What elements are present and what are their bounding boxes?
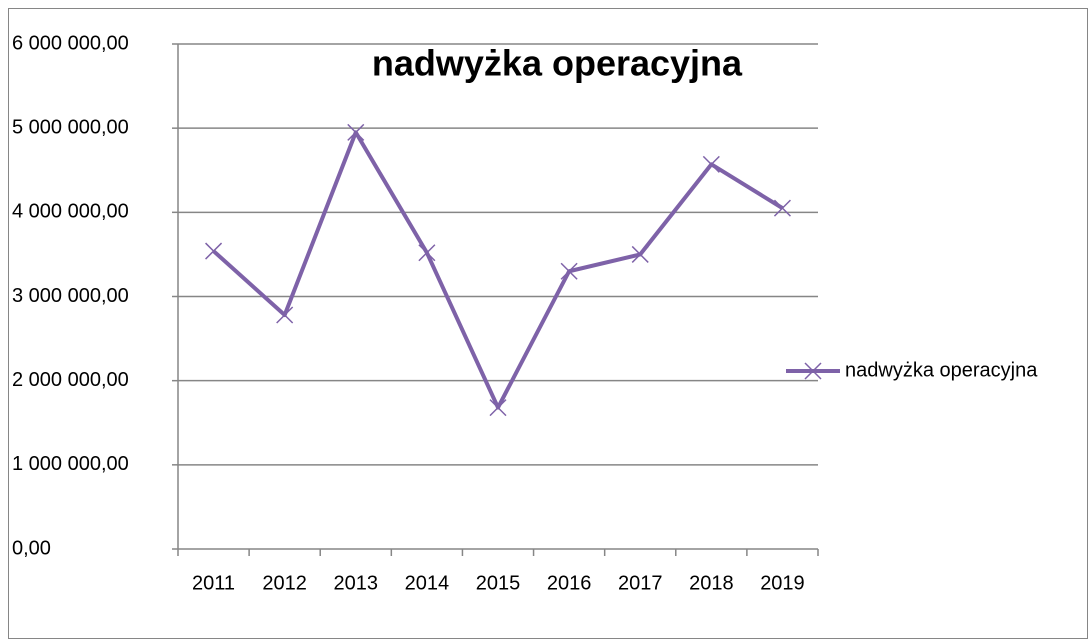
x-tick-label: 2018 [689,572,734,594]
y-tick-label: 5 000 000,00 [12,116,129,138]
x-tick-label: 2012 [262,572,307,594]
point-marker [702,155,720,173]
x-tick-label: 2014 [405,572,450,594]
y-tick-label: 4 000 000,00 [12,201,129,223]
y-tick-label: 2 000 000,00 [12,369,129,391]
point-marker [631,245,649,263]
x-tick-label: 2019 [760,572,805,594]
point-marker [560,262,578,280]
x-tick-label: 2015 [476,572,521,594]
y-tick-label: 0,00 [12,537,51,559]
x-tick-label: 2013 [334,572,379,594]
point-marker [276,306,294,324]
point-marker [205,242,223,260]
x-tick-label: 2016 [547,572,592,594]
y-tick-label: 6 000 000,00 [12,32,129,54]
point-marker [773,199,791,217]
y-tick-label: 3 000 000,00 [12,285,129,307]
x-tick-label: 2011 [192,572,235,594]
point-marker [489,399,507,417]
chart-title: nadwyżka operacyjna [372,43,743,84]
legend-marker [804,362,822,380]
chart-border [8,8,1088,639]
x-tick-label: 2017 [618,572,663,594]
point-marker [347,123,365,141]
y-tick-label: 1 000 000,00 [12,453,129,475]
legend-label: nadwyżka operacyjna [845,359,1038,381]
point-marker [418,244,436,262]
